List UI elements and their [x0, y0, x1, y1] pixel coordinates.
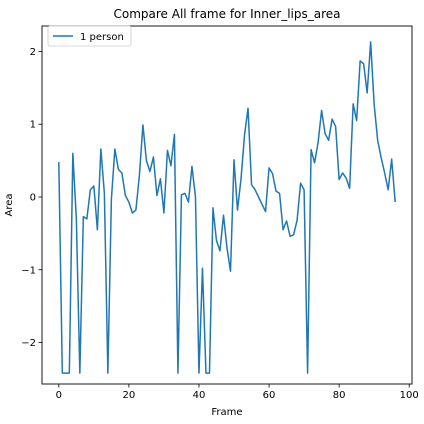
x-tick-label: 60	[263, 390, 276, 401]
x-tick-label: 80	[333, 390, 346, 401]
series-line-0	[58, 41, 396, 374]
plot-frame	[41, 25, 413, 385]
y-tick-label: 2	[30, 47, 36, 58]
chart-title: Compare All frame for Inner_lips_area	[113, 7, 340, 21]
x-tick-label: 20	[123, 390, 136, 401]
x-axis-ticks: 0 20 40 60 80 100	[56, 384, 419, 401]
y-axis-ticks: −2 −1 0 1 2	[21, 47, 42, 349]
y-tick-label: −2	[21, 338, 36, 349]
y-tick-label: 0	[30, 192, 36, 203]
x-tick-label: 0	[56, 390, 62, 401]
x-tick-label: 100	[400, 390, 419, 401]
legend-box	[47, 25, 132, 47]
legend: 1 person	[47, 25, 132, 47]
y-tick-label: −1	[21, 265, 36, 276]
y-axis-label: Area	[4, 193, 15, 216]
x-tick-label: 40	[193, 390, 206, 401]
y-tick-label: 1	[30, 120, 36, 131]
legend-label-1-person: 1 person	[80, 32, 124, 43]
x-axis-label: Frame	[211, 407, 242, 418]
series-layer	[58, 41, 396, 374]
